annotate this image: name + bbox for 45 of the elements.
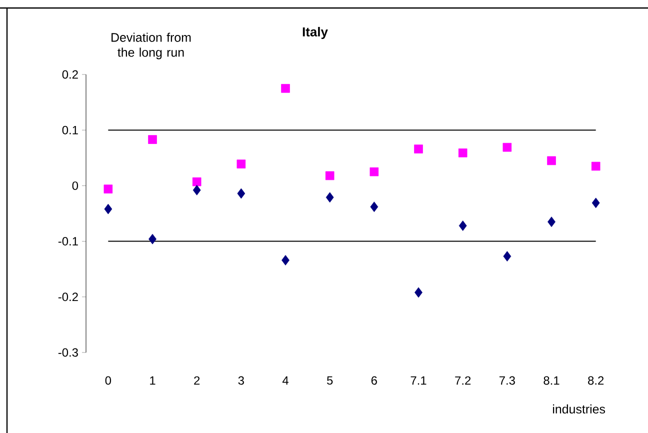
x-tick-label: 5 bbox=[327, 376, 333, 385]
point bbox=[370, 167, 379, 176]
point bbox=[548, 216, 556, 228]
point bbox=[236, 160, 246, 168]
point bbox=[192, 177, 202, 186]
point bbox=[282, 254, 290, 266]
chart-title: Italy bbox=[302, 26, 328, 40]
y-tick-label: 0.2 bbox=[62, 70, 78, 79]
x-tick-label: 6 bbox=[371, 376, 377, 385]
point bbox=[414, 287, 422, 298]
point bbox=[325, 171, 334, 180]
x-tick-label: 8.2 bbox=[588, 376, 604, 385]
x-tick-label: 0 bbox=[105, 376, 112, 385]
x-tick-label: 8.1 bbox=[544, 376, 560, 385]
point bbox=[237, 188, 246, 199]
point bbox=[104, 204, 112, 214]
x-axis-title: industries bbox=[553, 404, 606, 414]
x-tick-label: 2 bbox=[194, 376, 200, 385]
point bbox=[148, 234, 156, 244]
point bbox=[414, 144, 423, 154]
y-tick-label: -0.1 bbox=[58, 237, 78, 246]
y-tick-label: -0.3 bbox=[58, 348, 78, 357]
x-tick-label: 4 bbox=[282, 376, 288, 385]
point bbox=[591, 162, 600, 171]
x-tick-label: 1 bbox=[150, 376, 156, 385]
point bbox=[370, 202, 378, 212]
point bbox=[148, 135, 157, 144]
point bbox=[503, 251, 512, 262]
x-tick-label: 7.1 bbox=[410, 376, 426, 385]
y-tick-label: 0.1 bbox=[62, 126, 78, 134]
point bbox=[458, 220, 467, 231]
point bbox=[547, 156, 556, 166]
point bbox=[458, 148, 468, 158]
point bbox=[502, 142, 512, 152]
point bbox=[326, 192, 334, 203]
text: Deviation from the long run bbox=[112, 32, 191, 60]
x-tick-label: 7.3 bbox=[499, 376, 515, 385]
y-tick-label: 0 bbox=[72, 181, 78, 190]
point bbox=[192, 184, 201, 196]
point bbox=[104, 184, 113, 194]
y-tick-label: -0.2 bbox=[58, 292, 78, 302]
x-tick-label: 7.2 bbox=[455, 376, 471, 385]
x-tick-label: 3 bbox=[238, 376, 244, 385]
point bbox=[281, 84, 290, 93]
point bbox=[592, 198, 600, 208]
